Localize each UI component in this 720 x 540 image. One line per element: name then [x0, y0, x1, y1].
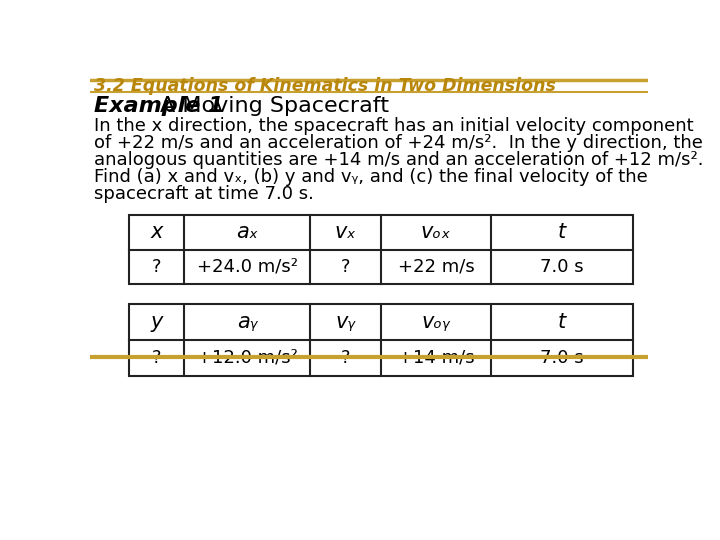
Bar — [129, 215, 632, 284]
Text: ?: ? — [341, 349, 350, 367]
Text: ?: ? — [152, 349, 161, 367]
Text: analogous quantities are +14 m/s and an acceleration of +12 m/s².: analogous quantities are +14 m/s and an … — [94, 151, 703, 169]
Text: vᵧ: vᵧ — [336, 312, 356, 332]
Bar — [129, 303, 632, 376]
Text: 7.0 s: 7.0 s — [540, 349, 584, 367]
Text: spacecraft at time 7.0 s.: spacecraft at time 7.0 s. — [94, 185, 314, 203]
Text: aᵧ: aᵧ — [237, 312, 257, 332]
Text: Example 1: Example 1 — [94, 96, 223, 116]
Text: +12.0 m/s²: +12.0 m/s² — [197, 349, 297, 367]
Text: In the x direction, the spacecraft has an initial velocity component: In the x direction, the spacecraft has a… — [94, 117, 693, 136]
Text: vₓ: vₓ — [335, 222, 356, 242]
Text: t: t — [558, 312, 566, 332]
Text: Find (a) x and vₓ, (b) y and vᵧ, and (c) the final velocity of the: Find (a) x and vₓ, (b) y and vᵧ, and (c)… — [94, 168, 647, 186]
Text: ?: ? — [341, 258, 350, 276]
Text: x: x — [150, 222, 163, 242]
Text: 7.0 s: 7.0 s — [540, 258, 584, 276]
Text: A Moving Spacecraft: A Moving Spacecraft — [160, 96, 389, 116]
Text: aₓ: aₓ — [236, 222, 258, 242]
Text: y: y — [150, 312, 163, 332]
Text: +14 m/s: +14 m/s — [397, 349, 474, 367]
Text: +22 m/s: +22 m/s — [397, 258, 474, 276]
Text: ?: ? — [152, 258, 161, 276]
Text: vₒᵧ: vₒᵧ — [422, 312, 451, 332]
Text: of +22 m/s and an acceleration of +24 m/s².  In the y direction, the: of +22 m/s and an acceleration of +24 m/… — [94, 134, 703, 152]
Text: t: t — [558, 222, 566, 242]
Text: +24.0 m/s²: +24.0 m/s² — [197, 258, 297, 276]
Text: 3.2 Equations of Kinematics in Two Dimensions: 3.2 Equations of Kinematics in Two Dimen… — [94, 77, 556, 96]
Text: vₒₓ: vₒₓ — [421, 222, 451, 242]
